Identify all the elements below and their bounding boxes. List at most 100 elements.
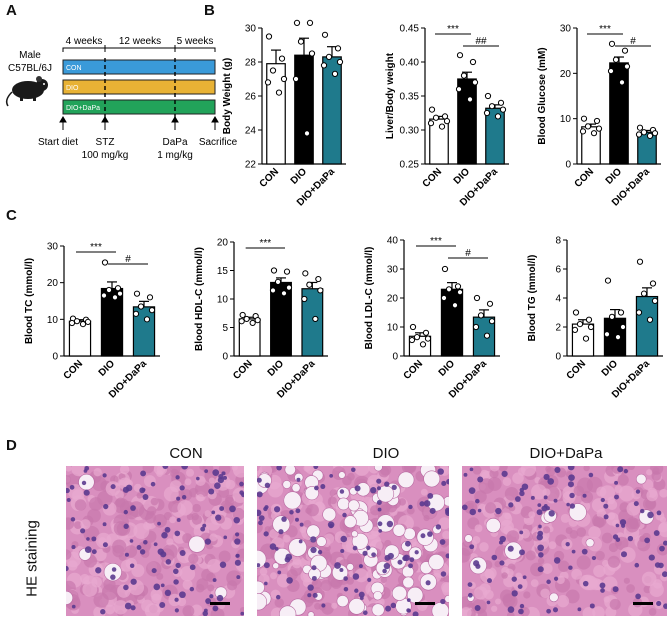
nucleus: [235, 532, 240, 537]
nucleus: [662, 540, 667, 546]
lipid-vacuole: [66, 590, 74, 605]
cytoplasm: [119, 466, 130, 475]
y-axis-label: Body Weight (g): [222, 58, 233, 134]
cytoplasm: [133, 523, 150, 540]
nucleus: [239, 481, 244, 487]
experiment-scheme: Male C57BL/6J 4 weeks 12 weeks 5 weeks C…: [5, 36, 238, 161]
nucleus: [477, 476, 484, 483]
nucleus: [151, 568, 157, 574]
nucleus: [352, 573, 360, 580]
data-point: [422, 329, 430, 336]
nucleus: [276, 466, 282, 471]
nucleus: [408, 504, 413, 510]
cytoplasm: [276, 573, 291, 588]
nucleus: [173, 568, 179, 575]
data-point: [424, 335, 432, 342]
y-tick-label: 6: [555, 265, 561, 276]
nucleus: [507, 545, 514, 552]
nucleus: [530, 495, 535, 500]
nucleus: [577, 607, 582, 612]
significance-label: #: [465, 248, 471, 259]
bar-dio: [294, 54, 314, 165]
nucleus: [264, 482, 271, 489]
nucleus: [258, 515, 265, 521]
cytoplasm: [499, 519, 514, 535]
nucleus: [547, 478, 555, 485]
cytoplasm: [239, 606, 244, 614]
y-tick-label: 15: [217, 266, 229, 277]
nucleus: [440, 598, 446, 605]
lipid-vacuole: [371, 603, 385, 616]
histology-ylabel-wrap: HE staining: [22, 505, 42, 615]
nucleus: [599, 582, 606, 589]
cytoplasm: [150, 588, 163, 601]
nucleus: [205, 598, 212, 604]
lipid-vacuole: [373, 466, 383, 472]
nucleus: [211, 510, 216, 515]
cytoplasm: [541, 563, 553, 574]
mouse-icon: [5, 76, 48, 107]
lipid-vacuole: [376, 514, 395, 533]
nucleus: [329, 473, 334, 478]
nucleus: [359, 596, 364, 601]
nucleus: [354, 588, 359, 593]
data-point: [312, 315, 319, 323]
nucleus: [102, 522, 107, 527]
histology-title-con: CON: [169, 445, 203, 462]
nucleus: [258, 520, 263, 526]
data-point: [280, 290, 288, 297]
data-point: [432, 114, 440, 121]
cytoplasm: [191, 514, 203, 525]
y-tick-label: 0: [565, 160, 571, 171]
nucleus: [196, 476, 200, 481]
nucleus: [543, 473, 550, 481]
nucleus: [486, 600, 491, 605]
cytoplasm: [231, 466, 238, 471]
nucleus: [519, 549, 525, 556]
y-tick-label: 10: [217, 295, 229, 306]
cytoplasm: [462, 547, 471, 563]
y-tick-label: 30: [387, 265, 399, 276]
data-point: [427, 120, 435, 127]
lipid-vacuole: [391, 585, 407, 601]
significance-label: #: [125, 254, 131, 265]
y-axis-label: Blood LDL-C (mmol/l): [364, 247, 375, 350]
nucleus: [568, 474, 575, 481]
nucleus: [623, 468, 629, 474]
nucleus: [111, 567, 117, 572]
nucleus: [173, 579, 179, 585]
data-point: [580, 115, 588, 122]
lipid-vacuole: [188, 535, 206, 553]
cytoplasm: [406, 506, 415, 515]
data-point: [306, 281, 313, 288]
data-point: [100, 292, 108, 299]
nucleus: [507, 606, 515, 613]
nucleus: [469, 467, 474, 472]
nucleus: [635, 593, 641, 600]
nucleus: [656, 600, 662, 607]
y-tick-label: 30: [47, 242, 59, 253]
nucleus: [371, 552, 376, 558]
data-point: [619, 323, 627, 331]
nucleus: [342, 512, 347, 518]
lipid-vacuole: [635, 473, 647, 485]
nucleus: [162, 466, 169, 469]
cytoplasm: [648, 608, 657, 616]
category-label: CON: [62, 358, 86, 382]
data-point: [471, 79, 479, 86]
nucleus: [663, 603, 667, 609]
nucleus: [467, 592, 473, 598]
data-point: [303, 130, 311, 137]
data-point: [607, 67, 615, 75]
nucleus: [391, 484, 397, 490]
y-tick-label: 30: [245, 24, 257, 35]
nucleus: [222, 475, 227, 480]
lipid-vacuole: [307, 611, 315, 616]
nucleus: [91, 536, 97, 542]
data-point: [325, 53, 333, 61]
data-point: [79, 321, 87, 328]
nucleus: [212, 578, 217, 582]
cytoplasm: [71, 466, 87, 477]
